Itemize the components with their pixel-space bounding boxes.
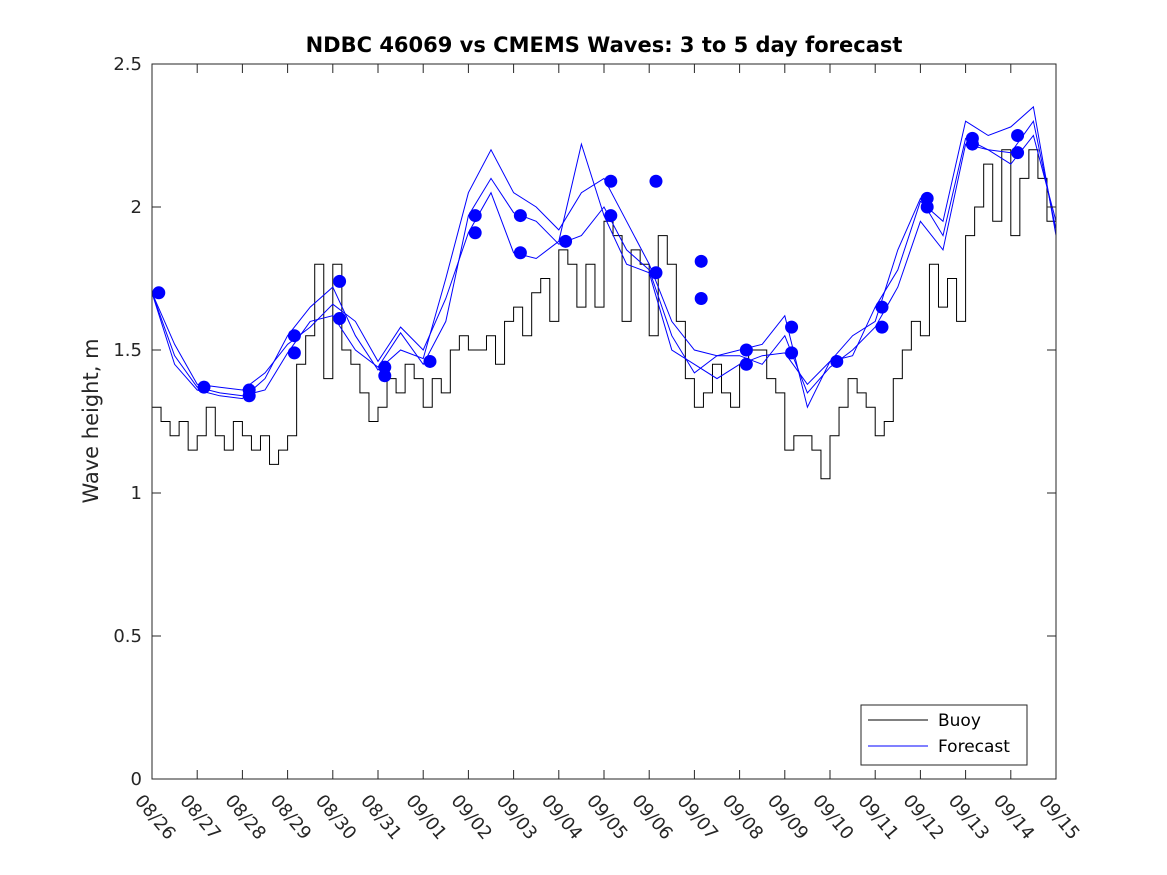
forecast-marker xyxy=(739,343,753,357)
y-tick-label: 1.5 xyxy=(113,340,142,361)
forecast-marker xyxy=(513,246,527,260)
forecast-marker xyxy=(468,226,482,240)
forecast-marker xyxy=(242,383,256,397)
forecast-marker xyxy=(468,209,482,223)
forecast-marker xyxy=(197,380,211,394)
y-tick-label: 2 xyxy=(131,197,142,218)
forecast-marker xyxy=(694,292,708,306)
forecast-marker xyxy=(287,346,301,360)
y-tick-label: 0 xyxy=(131,769,142,790)
forecast-marker xyxy=(559,234,573,248)
forecast-markers xyxy=(152,129,1025,403)
legend-buoy-label: Buoy xyxy=(938,711,981,731)
forecast-line xyxy=(151,105,1057,409)
forecast-marker xyxy=(604,209,618,223)
forecast-series xyxy=(151,105,1057,409)
forecast-marker xyxy=(830,354,844,368)
legend-forecast-label: Forecast xyxy=(938,737,1010,757)
forecast-marker xyxy=(604,174,618,188)
y-tick-label: 2.5 xyxy=(113,54,142,75)
forecast-line xyxy=(151,134,1057,397)
forecast-marker xyxy=(785,320,799,334)
forecast-marker xyxy=(513,209,527,223)
plot-area xyxy=(152,64,1056,779)
forecast-marker xyxy=(333,274,347,288)
legend-box xyxy=(860,704,1028,766)
y-tick-label: 1 xyxy=(131,483,142,504)
forecast-marker xyxy=(785,346,799,360)
buoy-line xyxy=(152,149,1057,480)
forecast-marker xyxy=(333,312,347,326)
forecast-marker xyxy=(287,329,301,343)
forecast-marker xyxy=(875,300,889,314)
forecast-marker xyxy=(649,174,663,188)
buoy-series xyxy=(152,149,1057,480)
forecast-marker xyxy=(1011,129,1025,142)
forecast-marker xyxy=(965,137,979,151)
chart-title: NDBC 46069 vs CMEMS Waves: 3 to 5 day fo… xyxy=(306,33,903,57)
forecast-marker xyxy=(920,200,934,214)
forecast-marker xyxy=(694,254,708,268)
forecast-marker xyxy=(378,369,392,383)
forecast-marker xyxy=(649,266,663,280)
forecast-line xyxy=(151,119,1057,391)
forecast-marker xyxy=(152,286,166,300)
y-axis: 0 0.5 1 1.5 2 2.5 xyxy=(113,54,1056,790)
forecast-marker xyxy=(739,357,753,371)
forecast-marker xyxy=(1011,146,1025,160)
y-axis-label: Wave height, m xyxy=(79,338,103,503)
forecast-marker xyxy=(875,320,889,334)
forecast-marker xyxy=(423,354,437,368)
legend: Buoy Forecast xyxy=(860,704,1028,766)
y-tick-label: 0.5 xyxy=(113,626,142,647)
